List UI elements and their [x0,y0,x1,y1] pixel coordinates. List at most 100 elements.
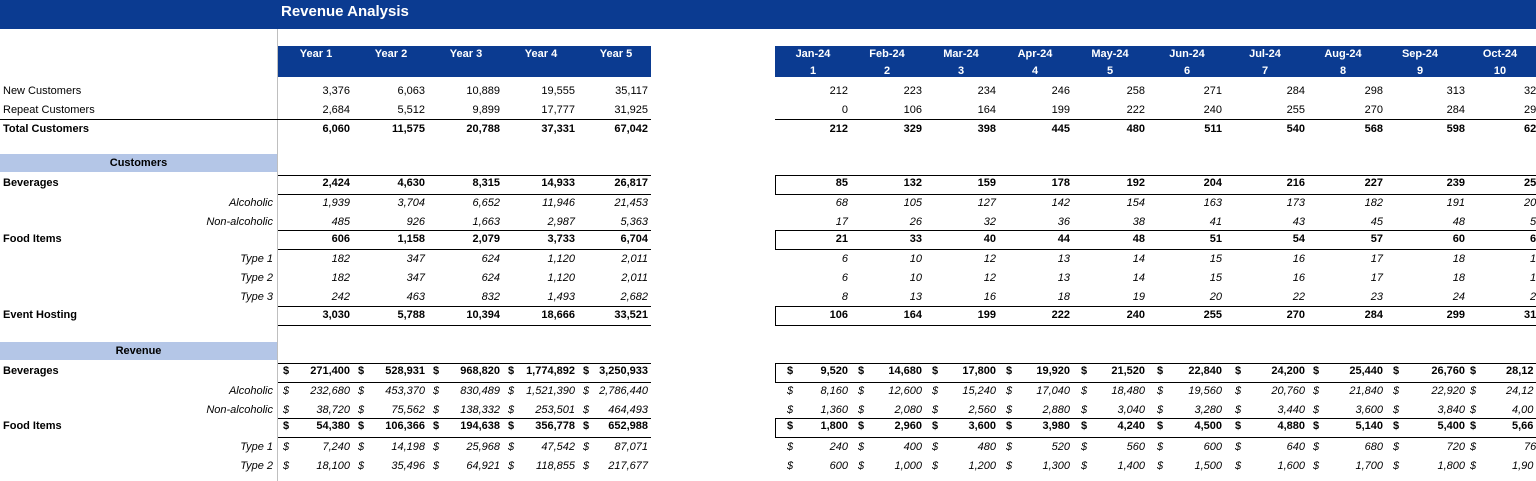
month-value: 720 [1446,441,1465,453]
month-value: 204 [1203,177,1222,189]
month-value: 106 [829,309,848,321]
month-value: 6 [1530,233,1536,245]
month-value: 36 [1057,216,1070,228]
month-value: 222 [1051,309,1070,321]
month-value: 2,960 [894,420,922,432]
month-value: 222 [1126,104,1145,116]
month-value: 106 [903,104,922,116]
month-value: 3,600 [1355,404,1383,416]
month-value: 1,600 [1277,460,1305,472]
row-label: New Customers [3,85,82,97]
row-label: Total Customers [3,123,89,135]
month-value: 3,980 [1042,420,1070,432]
year-value: 64,921 [466,460,500,472]
currency-symbol: $ [358,441,365,453]
row-label: Beverages [3,177,59,189]
currency-symbol: $ [508,404,515,416]
year-value: 271,400 [310,365,350,377]
currency-symbol: $ [1081,385,1088,397]
currency-symbol: $ [508,385,515,397]
month-index: 10 [1493,65,1507,77]
year-value: 10,889 [466,85,500,97]
year-value: 3,704 [397,197,425,209]
currency-symbol: $ [1157,441,1164,453]
month-value: 192 [1126,177,1145,189]
currency-symbol: $ [787,420,794,432]
currency-symbol: $ [1157,420,1164,432]
month-value: 24 [1452,291,1465,303]
column-divider [277,29,278,481]
month-value: 568 [1364,123,1383,135]
month-value: 271 [1203,85,1222,97]
month-value: 17,040 [1036,385,1070,397]
month-value: 3,440 [1277,404,1305,416]
month-index: 4 [1031,65,1039,77]
month-value: 4,880 [1277,420,1305,432]
group-box [775,175,1536,195]
currency-symbol: $ [1157,460,1164,472]
year-value: 1,663 [472,216,500,228]
currency-symbol: $ [583,385,590,397]
month-value: 1,500 [1194,460,1222,472]
month-value: 2,080 [894,404,922,416]
month-value: 24,200 [1271,365,1305,377]
month-index: 2 [883,65,891,77]
month-value: 398 [977,123,996,135]
month-value: 240 [829,441,848,453]
group-rule [278,418,651,419]
month-value: 17 [1370,272,1383,284]
year-value: 21,453 [614,197,648,209]
month-value: 17 [1370,253,1383,265]
month-value: 3,280 [1194,404,1222,416]
group-rule [278,194,651,195]
currency-symbol: $ [932,441,939,453]
month-value: 57 [1370,233,1383,245]
currency-symbol: $ [1313,420,1320,432]
year-value: 2,684 [322,104,350,116]
month-value: 298 [1364,85,1383,97]
year-value: 4,630 [397,177,425,189]
currency-symbol: $ [932,460,939,472]
month-value: 480 [1126,123,1145,135]
month-value: 33 [909,233,922,245]
year-value: 54,380 [316,420,350,432]
month-header: Oct-24 [1482,48,1518,60]
year-value: 1,521,390 [526,385,575,397]
year-value: 18,666 [541,309,575,321]
currency-symbol: $ [1393,404,1400,416]
month-value: 15,240 [962,385,996,397]
year-value: 3,733 [547,233,575,245]
year-value: 14,933 [541,177,575,189]
month-value: 4,240 [1117,420,1145,432]
currency-symbol: $ [1081,441,1088,453]
month-value: 19,920 [1036,365,1070,377]
group-box [775,363,1536,383]
month-value: 6 [841,272,848,284]
month-value: 54 [1292,233,1305,245]
currency-symbol: $ [1393,385,1400,397]
year-header: Year 2 [374,48,408,60]
month-value: 9,520 [820,365,848,377]
year-value: 3,250,933 [599,365,648,377]
currency-symbol: $ [787,460,794,472]
monthly-header [775,46,1536,77]
currency-symbol: $ [1313,441,1320,453]
month-index: 1 [809,65,817,77]
year-value: 31,925 [614,104,648,116]
group-rule [278,306,651,307]
group-rule [278,325,651,326]
year-value: 118,855 [536,460,575,472]
month-value: 31 [1524,309,1536,321]
row-label: Type 1 [240,253,273,265]
year-value: 26,817 [614,177,648,189]
row-label: Alcoholic [228,197,273,209]
currency-symbol: $ [433,441,440,453]
month-value: 41 [1209,216,1222,228]
group-box [775,418,1536,438]
year-value: 485 [331,216,350,228]
section-revenue: Revenue [0,342,277,360]
month-value: 159 [977,177,996,189]
year-value: 6,063 [397,85,425,97]
month-value: 270 [1364,104,1383,116]
month-header: Apr-24 [1017,48,1053,60]
